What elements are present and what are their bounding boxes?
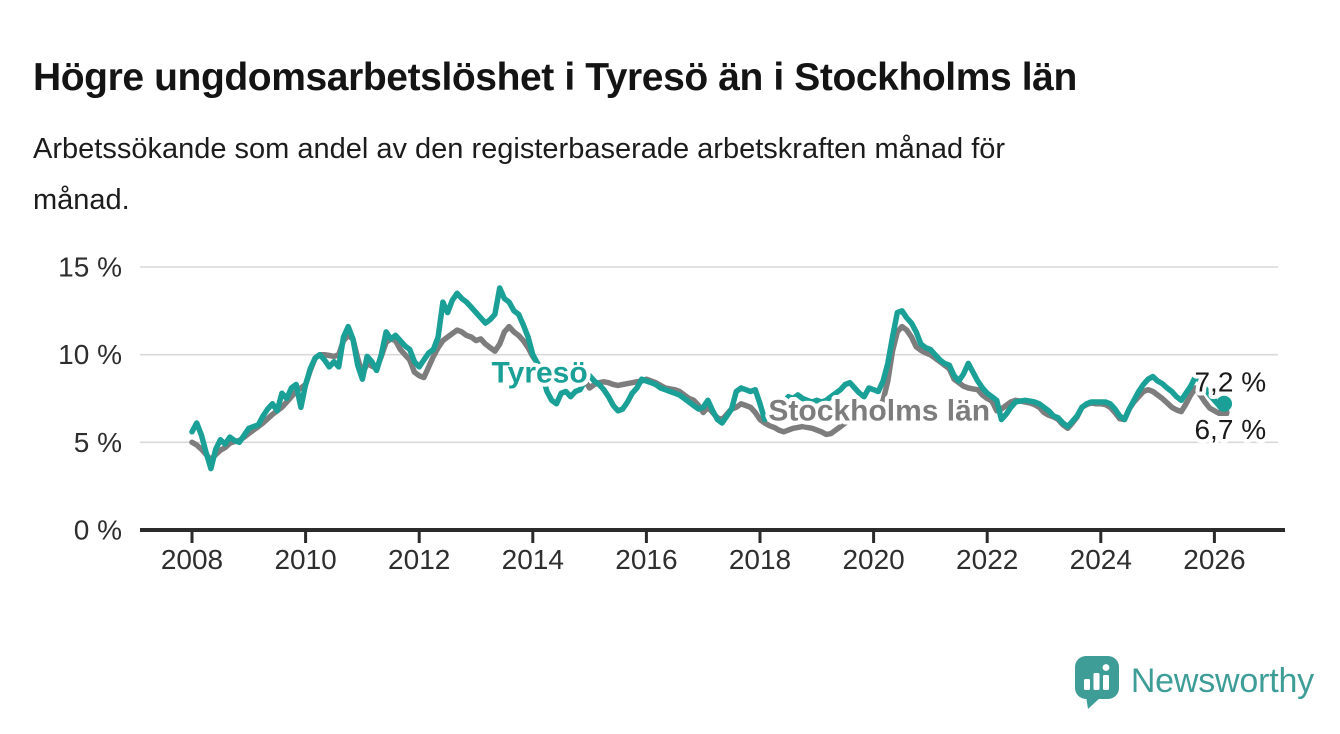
x-tick-label-2026: 2026 xyxy=(1183,544,1245,575)
x-tick-label-2024: 2024 xyxy=(1070,544,1132,575)
x-tick-label-2010: 2010 xyxy=(274,544,336,575)
x-tick-label-2012: 2012 xyxy=(388,544,450,575)
y-tick-label-10: 10 % xyxy=(58,339,122,370)
x-tick-label-2018: 2018 xyxy=(729,544,791,575)
series-label-tyreso: Tyresö xyxy=(492,357,588,390)
x-tick-label-2022: 2022 xyxy=(956,544,1018,575)
y-tick-label-5: 5 % xyxy=(74,427,122,458)
y-tick-label-15: 15 % xyxy=(58,252,122,283)
y-tick-label-0: 0 % xyxy=(74,515,122,546)
series-line-stockholms-lan xyxy=(189,323,1227,463)
newsworthy-logo[interactable]: Newsworthy xyxy=(1074,652,1314,710)
chart-subtitle: Arbetssökande som andel av den registerb… xyxy=(33,124,1263,226)
page-title: Högre ungdomsarbetslöshet i Tyresö än i … xyxy=(33,56,1077,100)
newsworthy-logo-text: Newsworthy xyxy=(1130,661,1314,700)
x-tick-label-2016: 2016 xyxy=(615,544,677,575)
newsworthy-logo-icon xyxy=(1074,656,1119,709)
subtitle-line-1: Arbetssökande som andel av den registerb… xyxy=(33,133,1006,165)
end-dot-tyres- xyxy=(1216,395,1233,412)
end-value-tyreso: 7,2 % xyxy=(1194,366,1266,397)
x-tick-label-2014: 2014 xyxy=(502,544,564,575)
series-label-stockholms-lan: Stockholms län xyxy=(768,394,990,427)
end-value-stockholms-lan: 6,7 % xyxy=(1194,414,1266,445)
subtitle-line-2: månad. xyxy=(33,184,130,217)
x-tick-label-2008: 2008 xyxy=(161,544,223,575)
x-tick-label-2020: 2020 xyxy=(842,544,904,575)
series-line-tyreso xyxy=(189,285,1227,472)
